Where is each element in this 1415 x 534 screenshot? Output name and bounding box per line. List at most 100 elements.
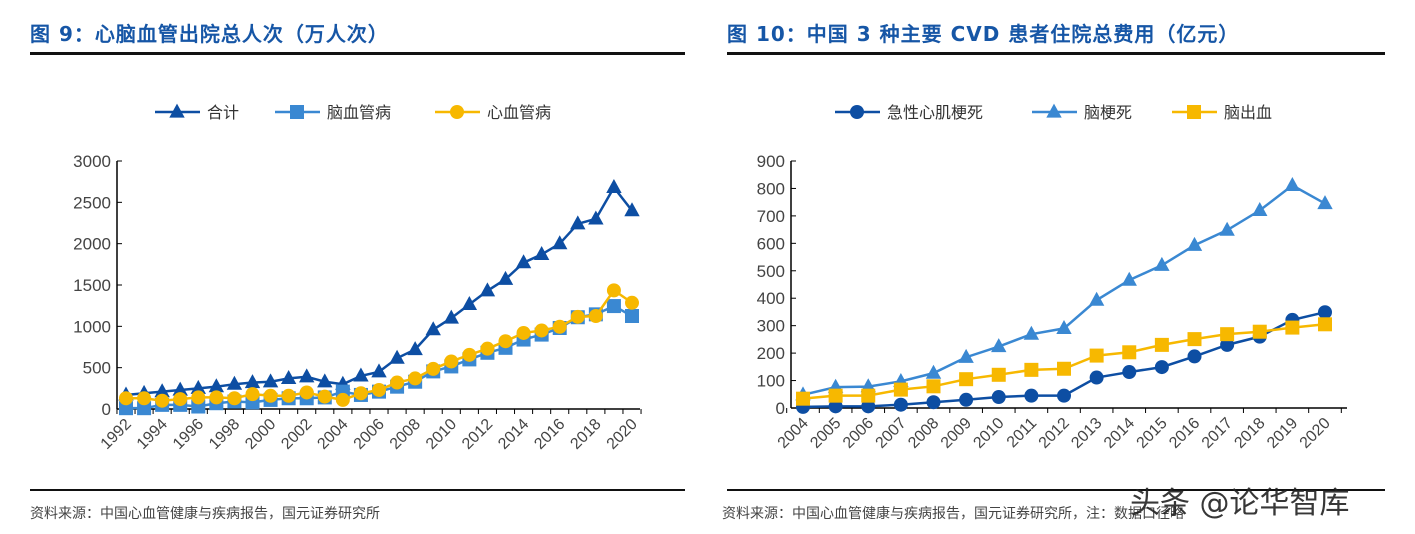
data-point [353,386,368,401]
x-tick-label: 2020 [1297,415,1334,452]
data-point [991,390,1006,405]
data-point [926,395,941,410]
data-point [1122,365,1137,380]
data-point [588,210,604,225]
data-point [443,309,459,324]
data-point [1057,388,1071,403]
data-point [154,383,170,398]
x-tick-label: 2018 [567,416,604,453]
y-tick-label: 400 [757,289,785,308]
data-point [190,379,206,394]
x-tick-label: 2010 [970,415,1007,452]
x-tick-label: 1994 [134,416,171,453]
legend-label: 合计 [207,104,239,122]
legend-label: 急性心肌梗死 [887,104,983,122]
data-point [925,364,942,379]
x-tick-label: 2006 [351,416,388,453]
x-tick-label: 2018 [1231,415,1268,452]
data-point [426,361,441,376]
data-point [262,373,279,388]
legend-marker [290,105,304,119]
legend-marker [1046,103,1062,118]
series-3 [119,283,639,408]
data-point [861,399,876,414]
data-point [1057,361,1071,376]
y-tick-label: 0 [776,399,785,418]
y-tick-label: 1000 [73,317,111,336]
y-tick-label: 600 [757,234,785,253]
y-tick-label: 300 [757,317,785,336]
data-point [515,254,532,269]
data-point [1187,349,1202,364]
left-figure-title: 图 9：心脑血管出院总人次（万人次） [30,22,389,46]
data-point [1318,317,1332,332]
y-tick-label: 2500 [73,193,111,212]
x-tick-label: 2014 [1101,415,1138,452]
right-title-rule [727,52,1385,55]
data-point [1023,325,1040,340]
data-point [1317,195,1333,210]
x-tick-label: 2004 [314,416,351,453]
data-point [1024,388,1039,403]
data-point [828,388,843,403]
data-point [335,392,350,407]
y-tick-label: 3000 [73,152,111,171]
legend-label: 脑出血 [1224,104,1272,122]
data-point [371,363,387,378]
data-point [1220,337,1235,352]
y-tick-label: 700 [757,207,785,226]
x-tick-label: 2016 [531,416,568,453]
data-point [226,375,243,390]
x-tick-label: 2014 [495,416,532,453]
x-tick-label: 2013 [1068,415,1105,452]
data-point [552,235,568,250]
data-point [1219,221,1235,236]
data-point [588,309,603,323]
data-point [372,382,386,397]
data-point [861,388,876,403]
data-point [227,391,242,406]
y-tick-label: 800 [757,179,785,198]
data-point [624,202,640,217]
data-point [796,391,810,406]
legend-marker [850,105,864,119]
x-tick-label: 2020 [604,416,641,453]
data-point [533,246,550,261]
data-point [173,392,188,407]
data-point [570,215,586,230]
y-tick-label: 500 [83,359,111,378]
right-source-note: 资料来源：中国心血管健康与疾病报告，国元证券研究所，注：数据口径略 [722,506,1184,522]
x-tick-label: 2012 [459,416,496,453]
data-point [991,338,1007,353]
data-point [137,391,152,406]
legend-marker [169,103,185,118]
left-footer-rule [30,489,685,491]
data-point [606,299,621,314]
data-point [625,309,639,323]
right-figure-title: 图 10：中国 3 种主要 CVD 患者住院总费用（亿元） [727,22,1240,46]
legend-label: 心血管病 [487,104,551,122]
left-source-note: 资料来源：中国心血管健康与疾病报告，国元证券研究所 [30,506,380,522]
data-point [1187,332,1202,347]
data-point [480,341,495,356]
data-point [408,371,423,386]
data-point [155,393,170,408]
data-point [407,341,423,356]
series-1 [796,305,1332,414]
data-point [137,401,152,416]
data-point [570,309,585,324]
x-tick-label: 2019 [1264,415,1301,452]
x-tick-label: 2009 [938,415,975,452]
data-point [299,385,314,400]
series-1 [118,179,640,401]
data-point [516,325,531,340]
data-point [606,283,621,298]
data-point [1186,236,1203,251]
data-point [991,367,1006,382]
y-tick-label: 200 [757,344,785,363]
data-point [461,296,478,311]
x-tick-label: 2010 [423,416,460,453]
x-tick-label: 2004 [775,415,812,452]
data-point [1121,271,1137,286]
